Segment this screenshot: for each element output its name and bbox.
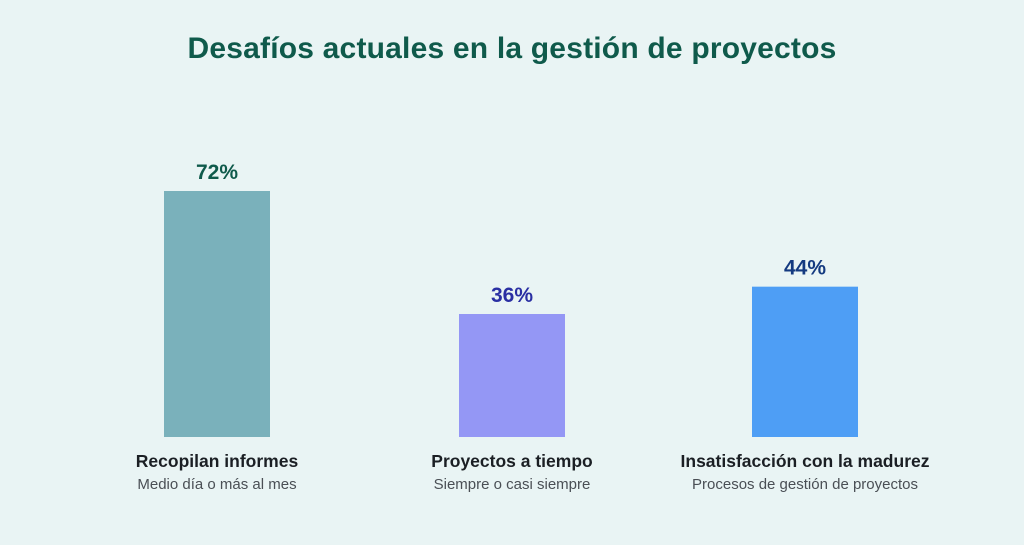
category-label-2: Proyectos a tiempo — [431, 451, 592, 471]
category-label-1: Recopilan informes — [136, 451, 299, 471]
bar-2 — [459, 314, 565, 437]
bar-value-label-1: 72% — [196, 161, 238, 184]
bar-3 — [752, 286, 858, 437]
bar-1 — [164, 191, 270, 437]
category-sublabel-1: Medio día o más al mes — [137, 476, 296, 493]
bar-value-label-3: 44% — [784, 257, 826, 280]
bar-value-label-2: 36% — [491, 284, 533, 307]
category-sublabel-3: Procesos de gestión de proyectos — [692, 476, 918, 493]
chart-title: Desafíos actuales en la gestión de proye… — [187, 32, 837, 65]
category-label-3: Insatisfacción con la madurez — [681, 451, 930, 471]
category-sublabel-2: Siempre o casi siempre — [434, 476, 591, 493]
